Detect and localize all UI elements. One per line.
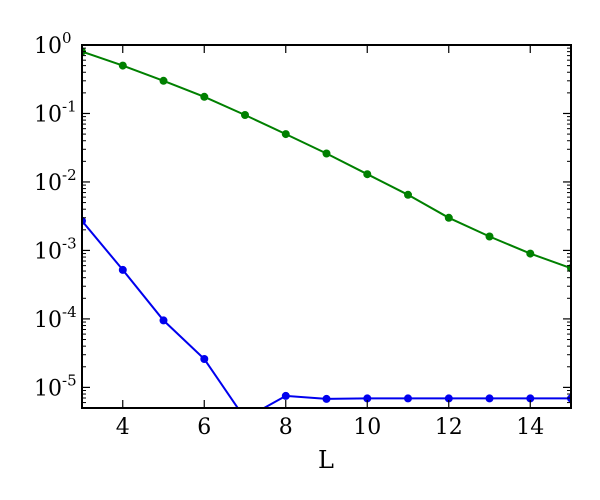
x-tick-label: 4 (116, 415, 130, 440)
series-2-point (526, 394, 535, 403)
series-1-point (485, 232, 494, 241)
series-1-point (159, 76, 168, 85)
series-2-point (322, 394, 331, 403)
x-tick-label: 14 (516, 415, 544, 440)
plot-frame (81, 44, 572, 409)
series-2-point (118, 265, 127, 274)
y-tick-label: 10-5 (34, 371, 77, 401)
x-axis-title: L (318, 446, 334, 474)
x-tick-label: 10 (353, 415, 381, 440)
series-1-point (526, 249, 535, 258)
series-2-point (200, 355, 209, 363)
y-tick-label-exponent: -4 (62, 303, 77, 321)
y-tick-label-exponent: 0 (62, 29, 72, 47)
y-tick-label-exponent: -1 (62, 97, 77, 115)
x-tick-label: 6 (197, 415, 211, 440)
series-1-point (404, 190, 412, 199)
x-tick-label: 12 (435, 415, 463, 440)
y-tick-label: 10-3 (34, 234, 77, 264)
y-tick-label-base: 10 (34, 308, 62, 333)
y-tick-label: 10-4 (34, 303, 77, 333)
series-2-point (404, 394, 412, 403)
series-1-point (363, 170, 372, 179)
y-tick-label-base: 10 (34, 376, 62, 401)
series-1-point (241, 111, 249, 119)
y-tick-label-exponent: -3 (62, 234, 77, 252)
series-2-line (82, 220, 571, 408)
series-2-point (363, 394, 372, 403)
series-2-point (444, 394, 453, 403)
series-2-point (485, 394, 494, 403)
series-2-point (241, 415, 249, 423)
series-1-point (200, 92, 209, 101)
series-1-line (82, 50, 571, 270)
y-tick-label: 100 (34, 29, 72, 59)
series-1-point (281, 130, 290, 139)
series-2-point (159, 316, 168, 325)
series-2-point (281, 391, 290, 400)
y-tick-label-base: 10 (34, 102, 62, 127)
series-1-point (322, 149, 331, 158)
series-1-point (444, 213, 453, 222)
series-1-point (118, 61, 127, 70)
x-tick-label: 8 (279, 415, 293, 440)
y-tick-label-base: 10 (34, 171, 62, 196)
ticks-layer (82, 44, 571, 408)
y-tick-label-base: 10 (34, 34, 62, 59)
y-tick-label-exponent: -5 (62, 371, 77, 389)
y-tick-label-base: 10 (34, 239, 62, 264)
y-tick-label-exponent: -2 (62, 166, 77, 184)
y-tick-label: 10-1 (34, 97, 77, 127)
series-layer (82, 47, 571, 423)
y-tick-label: 10-2 (34, 166, 77, 196)
